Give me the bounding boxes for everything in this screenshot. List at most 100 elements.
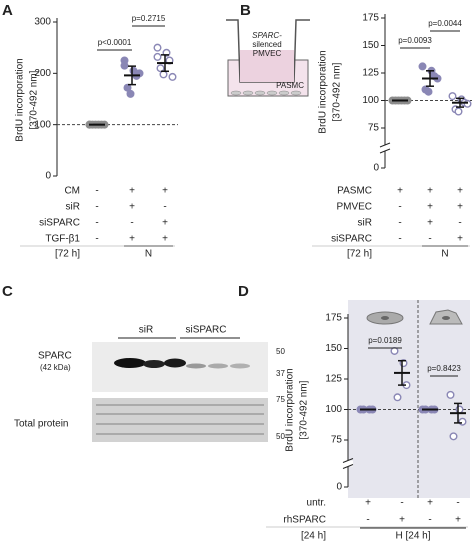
- y-axis-label: BrdU incorporation: [285, 368, 296, 451]
- y-axis-label: [370-492 nm]: [332, 62, 343, 121]
- band: [114, 358, 146, 368]
- band: [230, 363, 250, 369]
- y-tick-label: 300: [34, 17, 51, 28]
- diagram-label: SPARC-: [252, 31, 282, 40]
- condition-label: siR: [66, 202, 80, 213]
- condition-cell: -: [95, 186, 98, 197]
- data-point: [126, 89, 135, 98]
- p-value: p=0.0044: [428, 19, 462, 28]
- blot-label: Total protein: [14, 419, 68, 430]
- condition-cell: -: [130, 218, 133, 229]
- p-value: p=0.8423: [427, 364, 461, 373]
- duration-label: [72 h]: [55, 249, 80, 260]
- data-point: [449, 432, 458, 441]
- marker-label: 37: [276, 369, 285, 378]
- condition-cell: -: [95, 234, 98, 245]
- duration-label: [24 h]: [301, 531, 326, 541]
- condition-cell: +: [397, 186, 403, 197]
- lane-label: siR: [139, 325, 153, 336]
- duration-label: [72 h]: [347, 249, 372, 260]
- condition-cell: -: [163, 202, 166, 213]
- diagram-label: silenced: [252, 40, 281, 49]
- plot-background: [348, 300, 470, 498]
- condition-label: TGF-β1: [45, 234, 80, 245]
- condition-cell: -: [398, 234, 401, 245]
- y-tick-label: 125: [325, 374, 342, 385]
- y-tick-label: 0: [45, 171, 51, 182]
- blot-label: (42 kDa): [40, 363, 71, 372]
- p-value: p=0.0093: [398, 36, 432, 45]
- condition-cell: -: [398, 202, 401, 213]
- p-value: p=0.0189: [368, 336, 402, 345]
- y-tick-label: 0: [336, 482, 342, 493]
- y-tick-label: 100: [325, 404, 342, 415]
- marker-label: 75: [276, 395, 285, 404]
- panel-letter: B: [240, 2, 251, 19]
- data-point: [390, 346, 399, 355]
- data-point: [455, 405, 464, 414]
- condition-cell: +: [365, 498, 371, 509]
- data-point: [448, 92, 457, 101]
- axis-break: [380, 145, 390, 151]
- marker-label: 50: [276, 347, 285, 356]
- condition-cell: +: [162, 218, 168, 229]
- condition-label: siSPARC: [39, 218, 80, 229]
- condition-cell: -: [95, 202, 98, 213]
- p-value: p=0.2715: [132, 14, 166, 23]
- condition-cell: -: [95, 218, 98, 229]
- data-point: [446, 390, 455, 399]
- condition-cell: -: [458, 218, 461, 229]
- condition-cell: -: [428, 515, 431, 526]
- condition-cell: +: [162, 234, 168, 245]
- cell-nucleus: [381, 316, 389, 320]
- lane-label: siSPARC: [186, 325, 227, 336]
- y-axis-label: BrdU incorporation: [318, 50, 329, 133]
- data-point: [393, 393, 402, 402]
- data-point: [458, 417, 467, 426]
- condition-cell: -: [428, 234, 431, 245]
- y-tick-label: 75: [368, 123, 380, 134]
- transwell-diagram: SPARC- silenced PMVEC PASMC: [226, 19, 310, 97]
- data-point: [418, 62, 427, 71]
- condition-label: siR: [358, 218, 372, 229]
- y-axis-label: BrdU incorporation: [15, 58, 26, 141]
- y-tick-label: 175: [325, 313, 342, 324]
- diagram-label: PMVEC: [253, 49, 282, 58]
- group-label: N: [145, 249, 152, 260]
- y-tick-label: 150: [325, 343, 342, 354]
- marker-label: 50: [276, 432, 285, 441]
- y-tick-label: 100: [34, 119, 51, 130]
- condition-label: CM: [64, 186, 80, 197]
- condition-cell: +: [457, 202, 463, 213]
- y-tick-label: 0: [373, 163, 379, 174]
- panel-letter: A: [2, 2, 13, 19]
- y-tick-label: 75: [331, 435, 343, 446]
- condition-cell: +: [162, 186, 168, 197]
- condition-label: siSPARC: [331, 234, 372, 245]
- y-tick-label: 125: [362, 68, 379, 79]
- blot-label: SPARC: [38, 351, 72, 362]
- panel-letter: C: [2, 283, 13, 300]
- condition-cell: +: [399, 515, 405, 526]
- condition-label: PMVEC: [336, 202, 372, 213]
- condition-cell: -: [400, 498, 403, 509]
- condition-label: untr.: [307, 498, 326, 509]
- data-point: [168, 72, 177, 81]
- band: [186, 363, 206, 369]
- data-point: [153, 43, 162, 52]
- band: [164, 358, 186, 368]
- data-point: [454, 107, 463, 116]
- condition-cell: -: [398, 218, 401, 229]
- group-label: H [24 h]: [395, 531, 430, 541]
- condition-cell: +: [427, 218, 433, 229]
- y-axis-label: [370-492 nm]: [29, 70, 40, 129]
- condition-cell: +: [129, 202, 135, 213]
- y-axis-label: [370-492 nm]: [299, 380, 310, 439]
- data-point: [123, 83, 132, 92]
- data-point: [153, 52, 162, 61]
- condition-cell: +: [427, 186, 433, 197]
- western-blot: siR siSPARC SPARC (42 kDa) Total protein…: [14, 325, 285, 442]
- total-protein-bands: [96, 404, 264, 435]
- y-tick-label: 150: [362, 40, 379, 51]
